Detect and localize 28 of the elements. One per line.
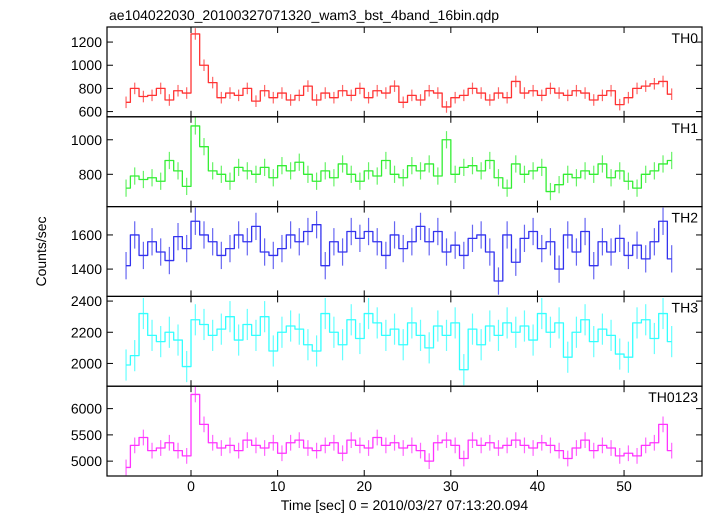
y-tick-label: 1600 bbox=[70, 226, 102, 243]
y-tick-label: 2000 bbox=[70, 355, 102, 372]
x-tick-label: 20 bbox=[356, 478, 372, 494]
series-label: TH2 bbox=[672, 210, 698, 226]
x-tick-label: 40 bbox=[530, 478, 546, 494]
y-tick-label: 1200 bbox=[70, 34, 102, 50]
y-tick-label: 2400 bbox=[70, 293, 102, 310]
text: TH0 bbox=[672, 30, 698, 46]
y-tick-label: 1400 bbox=[70, 261, 102, 278]
y-tick-label: 1000 bbox=[70, 57, 102, 74]
x-axis-title: Time [sec] 0 = 2010/03/27 07:13:20.094 bbox=[280, 497, 528, 513]
y-tick-label: 6000 bbox=[70, 400, 102, 417]
y-tick-label: 800 bbox=[78, 80, 102, 96]
x-tick-label: 0 bbox=[187, 478, 196, 494]
series-label: TH0123 bbox=[648, 389, 698, 406]
series-label: TH3 bbox=[672, 299, 698, 316]
x-tick-label: 50 bbox=[616, 478, 632, 494]
x-tick-label: 30 bbox=[443, 478, 459, 494]
y-tick-label: 1000 bbox=[70, 132, 102, 148]
y-tick-label: 2200 bbox=[70, 324, 102, 340]
y-tick-label: 5000 bbox=[70, 453, 102, 470]
chart-title: ae104022030_20100327071320_wam3_bst_4band_16bin.qdp bbox=[109, 7, 500, 23]
x-tick-label: 10 bbox=[270, 478, 286, 494]
y-tick-label: 800 bbox=[78, 166, 102, 182]
y-tick-label: 5500 bbox=[70, 426, 102, 443]
y-tick-label: 600 bbox=[78, 104, 102, 120]
series-label: TH1 bbox=[672, 120, 698, 136]
y-axis-title: Counts/sec bbox=[33, 216, 49, 287]
